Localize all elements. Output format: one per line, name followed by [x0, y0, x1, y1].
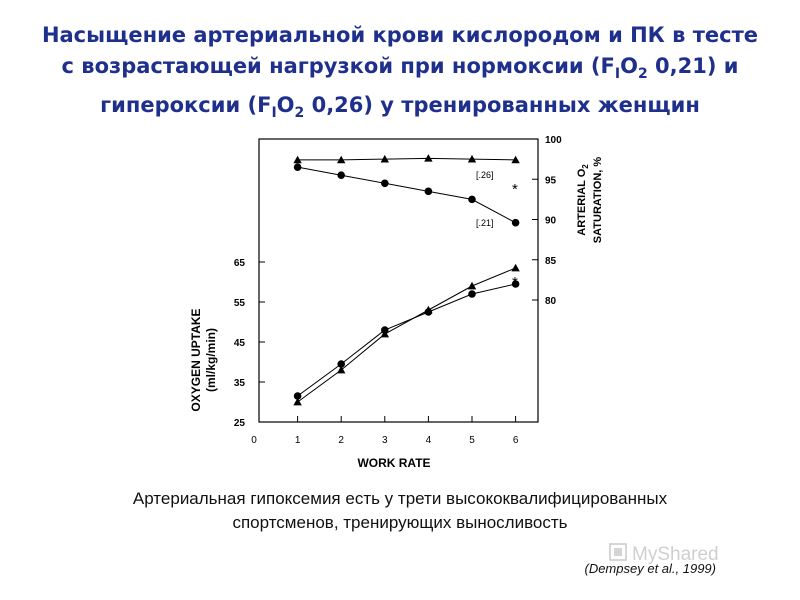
- title-line-1: Насыщение артериальной крови кислородом …: [41, 23, 759, 47]
- vo2-triangle-point: [337, 365, 346, 374]
- watermark-logo: MyShared: [609, 543, 719, 565]
- svg-text:(ml/kg/min): (ml/kg/min): [204, 328, 218, 392]
- reference: (Dempsey et al., 1999): [584, 561, 716, 576]
- vo2-triangle-point: [467, 281, 477, 290]
- series-label-021: [.21]: [476, 218, 494, 228]
- vo2-triangle-point: [511, 263, 520, 272]
- svg-text:MyShared: MyShared: [632, 544, 719, 565]
- caption-line-2: спортсменов, тренирующих выносливость: [232, 513, 568, 532]
- left-tick-label: 55: [234, 298, 246, 309]
- x-tick-label: 0: [251, 435, 257, 446]
- left-axis-title: OXYGEN UPTAKE (ml/kg/min): [189, 308, 218, 411]
- significance-star-vo2: *: [512, 274, 518, 291]
- left-tick-label: 25: [234, 418, 246, 429]
- x-tick-label: 6: [513, 435, 519, 446]
- x-axis-label: WORK RATE: [357, 456, 430, 470]
- x-tick-label: 4: [426, 435, 432, 446]
- left-tick-label: 35: [234, 378, 246, 389]
- saturation-circle-point: [381, 179, 389, 188]
- saturation-circle-point: [337, 171, 346, 180]
- right-tick-label: 100: [545, 135, 562, 146]
- significance-star-saturation: *: [512, 181, 518, 198]
- vo2-circle-point: [468, 290, 476, 298]
- plot-frame: [258, 138, 539, 423]
- vo2-circle-line: [297, 283, 516, 397]
- saturation-triangle-point: [424, 154, 433, 162]
- saturation-circle-point: [511, 218, 520, 227]
- caption: Артериальная гипоксемия есть у трети выс…: [40, 487, 760, 535]
- vo2-triangle-line: [297, 267, 516, 403]
- x-tick-label: 2: [338, 435, 344, 446]
- svg-text:OXYGEN UPTAKE: OXYGEN UPTAKE: [189, 308, 203, 411]
- saturation-circle-point: [468, 195, 476, 204]
- series-label-026: [.26]: [476, 170, 494, 180]
- right-axis-title: ARTERIAL O2 SATURATION, %: [576, 157, 604, 244]
- right-tick-label: 85: [545, 256, 557, 267]
- right-tick-label: 95: [545, 175, 557, 186]
- vo2-triangle-point: [293, 397, 302, 406]
- vo2-circle-point: [511, 280, 520, 288]
- vo2-circle-point: [293, 392, 302, 400]
- saturation-circle-point: [424, 187, 433, 196]
- svg-text:ARTERIAL O2: ARTERIAL O2: [576, 164, 590, 236]
- x-tick-label: 3: [382, 435, 388, 446]
- caption-line-1: Артериальная гипоксемия есть у трети выс…: [132, 489, 668, 508]
- title-line-3: гипероксии (FIO2 0,26) у тренированных ж…: [100, 93, 700, 122]
- svg-text:SATURATION, %: SATURATION, %: [592, 157, 604, 244]
- saturation-triangle-point: [467, 154, 477, 163]
- vo2-circle-point: [337, 360, 346, 368]
- saturation-circle-line: [297, 166, 516, 224]
- left-tick-label: 65: [234, 258, 246, 269]
- slide-title: Насыщение артериальной крови кислородом …: [0, 20, 800, 129]
- saturation-triangle-point: [337, 155, 346, 164]
- vo2-circle-point: [381, 326, 389, 334]
- saturation-triangle-point: [511, 155, 520, 164]
- saturation-triangle-line: [297, 157, 516, 161]
- x-tick-label: 1: [295, 435, 301, 446]
- saturation-triangle-point: [293, 155, 302, 164]
- saturation-circle-point: [293, 163, 302, 171]
- left-tick-label: 45: [234, 338, 246, 349]
- title-line-2: с возрастающей нагрузкой при нормоксии (…: [61, 54, 739, 83]
- saturation-triangle-point: [380, 154, 389, 163]
- x-tick-label: 5: [469, 435, 475, 446]
- right-tick-label: 90: [545, 216, 557, 227]
- right-tick-label: 80: [545, 296, 557, 307]
- vo2-circle-point: [424, 308, 433, 316]
